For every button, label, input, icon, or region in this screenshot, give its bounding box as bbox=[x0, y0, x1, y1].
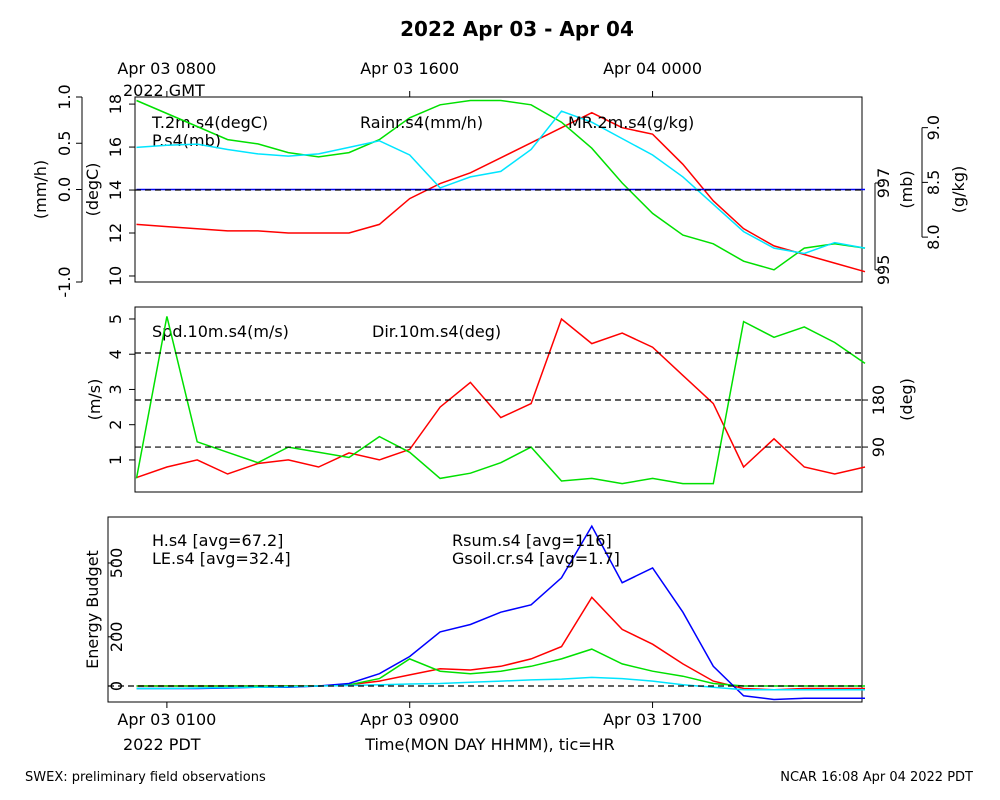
y-axis-title: (mb) bbox=[897, 170, 916, 208]
y-tick-label: 200 bbox=[107, 622, 126, 653]
y-axis-title: (g/kg) bbox=[949, 166, 968, 213]
y-tick-label: 500 bbox=[107, 548, 126, 579]
y-axis-title: (mm/h) bbox=[31, 160, 50, 219]
series-line bbox=[136, 676, 865, 691]
plot-frame bbox=[107, 516, 863, 703]
y-axis-title: (degC) bbox=[83, 163, 102, 217]
y-tick-label: 0 bbox=[107, 681, 126, 691]
series-line bbox=[136, 111, 866, 273]
y-tick-label: 5 bbox=[106, 314, 125, 324]
footer-right: NCAR 16:08 Apr 04 2022 PDT bbox=[780, 770, 973, 785]
x-tick-label: Apr 04 0000 bbox=[603, 59, 702, 78]
footer-left: SWEX: preliminary field observations bbox=[25, 770, 266, 785]
y-tick-label: 2 bbox=[106, 420, 125, 430]
x-axis-label: Time(MON DAY HHMM), tic=HR bbox=[364, 735, 615, 754]
y-tick-label: 0.5 bbox=[55, 131, 74, 156]
bottom-time-note: 2022 PDT bbox=[123, 735, 201, 754]
y-tick-label: 8.0 bbox=[924, 224, 943, 249]
y-tick-label: 12 bbox=[106, 223, 125, 243]
legend-label: T.2m.s4(degC) bbox=[151, 113, 268, 132]
y-tick-label: 997 bbox=[874, 168, 893, 199]
y-tick-label: 16 bbox=[106, 137, 125, 157]
y-tick-label: 18 bbox=[106, 94, 125, 114]
y-axis-title: Energy Budget bbox=[83, 550, 102, 669]
x-tick-label: Apr 03 0900 bbox=[360, 710, 459, 729]
y-tick-label: 180 bbox=[869, 385, 888, 416]
series-line bbox=[136, 110, 866, 255]
y-tick-label: 3 bbox=[106, 384, 125, 394]
series-line bbox=[135, 316, 866, 485]
series-line bbox=[136, 317, 866, 479]
y-tick-label: 90 bbox=[869, 437, 888, 457]
legend-label: LE.s4 [avg=32.4] bbox=[152, 549, 291, 568]
y-tick-label: 14 bbox=[106, 180, 125, 200]
y-tick-label: 1 bbox=[106, 455, 125, 465]
y-axis-title: (m/s) bbox=[85, 379, 104, 421]
legend-label: Dir.10m.s4(deg) bbox=[372, 322, 501, 341]
legend-label: Rainr.s4(mm/h) bbox=[360, 113, 483, 132]
top-time-note: 2022 GMT bbox=[123, 81, 205, 100]
y-tick-label: 995 bbox=[874, 255, 893, 286]
y-axis-title: (deg) bbox=[897, 378, 916, 421]
y-tick-label: 8.5 bbox=[924, 170, 943, 195]
y-tick-label: 1.0 bbox=[55, 84, 74, 109]
legend-label: MR.2m.s4(g/kg) bbox=[568, 113, 694, 132]
y-tick-label: 10 bbox=[106, 266, 125, 286]
y-tick-label: 9.0 bbox=[924, 115, 943, 140]
y-tick-label: 0.0 bbox=[55, 177, 74, 202]
x-tick-label: Apr 03 0100 bbox=[117, 710, 216, 729]
series-line bbox=[136, 99, 866, 271]
x-tick-label: Apr 03 0800 bbox=[117, 59, 216, 78]
x-tick-label: Apr 03 1700 bbox=[603, 710, 702, 729]
x-tick-label: Apr 03 1600 bbox=[360, 59, 459, 78]
chart-title: 2022 Apr 03 - Apr 04 bbox=[400, 17, 634, 41]
legend-label: Gsoil.cr.s4 [avg=1.7] bbox=[452, 549, 620, 568]
y-tick-label: 4 bbox=[106, 349, 125, 359]
legend-label: Spd.10m.s4(m/s) bbox=[152, 322, 289, 341]
y-tick-label: -1.0 bbox=[55, 266, 74, 297]
legend-label: Rsum.s4 [avg=116] bbox=[452, 531, 612, 550]
legend-label: H.s4 [avg=67.2] bbox=[152, 531, 283, 550]
